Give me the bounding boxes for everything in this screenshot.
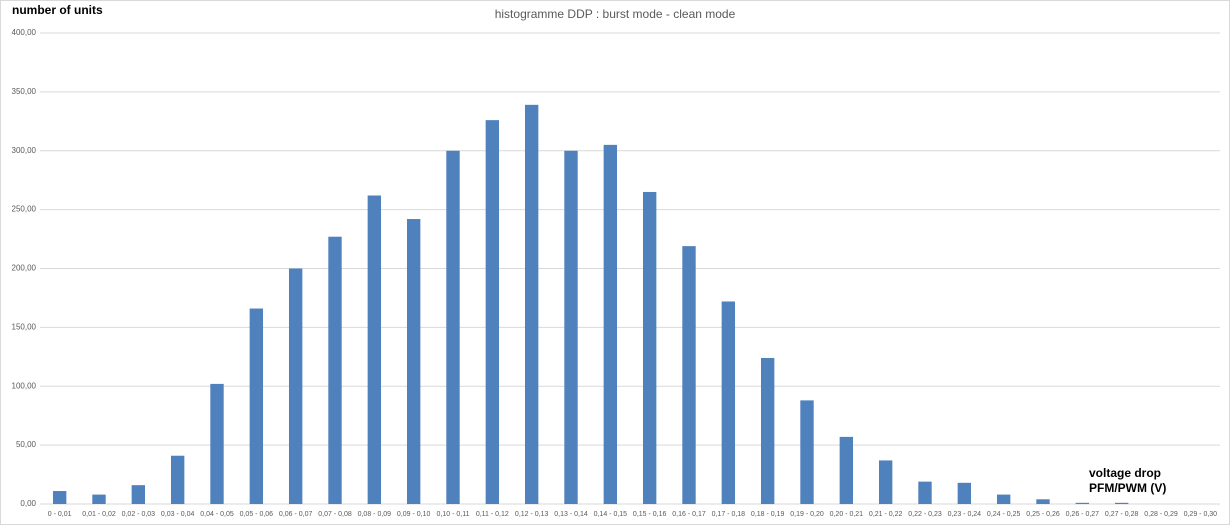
y-tick-label: 200,00	[12, 264, 37, 273]
x-tick-label: 0,03 - 0,04	[161, 511, 195, 518]
bar	[524, 104, 539, 504]
x-tick-label: 0,01 - 0,02	[82, 511, 116, 518]
x-tick-label: 0,20 - 0,21	[830, 511, 864, 518]
x-axis-label: voltage drop PFM/PWM (V)	[1089, 466, 1167, 495]
x-tick-label: 0,24 - 0,25	[987, 511, 1021, 518]
y-tick-label: 150,00	[12, 322, 37, 331]
bar	[839, 436, 854, 504]
x-tick-label: 0,10 - 0,11	[437, 511, 470, 518]
x-tick-label: 0 - 0,01	[48, 511, 72, 518]
x-tick-label: 0,04 - 0,05	[200, 511, 234, 518]
bar	[446, 150, 460, 504]
x-tick-label: 0,25 - 0,26	[1026, 511, 1060, 518]
bar	[170, 455, 185, 504]
x-tick-label: 0,29 - 0,30	[1184, 511, 1218, 518]
x-tick-label: 0,19 - 0,20	[790, 511, 824, 518]
x-tick-label: 0,16 - 0,17	[672, 511, 706, 518]
x-tick-label: 0,09 - 0,10	[397, 511, 431, 518]
y-tick-label: 350,00	[12, 87, 37, 96]
bar	[367, 195, 382, 504]
y-tick-label: 50,00	[16, 440, 37, 449]
y-axis-label: number of units	[12, 3, 103, 17]
bar	[328, 236, 342, 504]
y-tick-label: 100,00	[12, 381, 37, 390]
bar	[288, 268, 303, 504]
chart-title: histogramme DDP : burst mode - clean mod…	[495, 7, 736, 21]
bar	[210, 383, 224, 504]
x-tick-label: 0,13 - 0,14	[554, 511, 588, 518]
bar	[603, 144, 618, 505]
bar	[1114, 502, 1129, 504]
x-tick-label: 0,23 - 0,24	[948, 511, 982, 518]
bar	[957, 482, 972, 504]
y-tick-label: 300,00	[12, 146, 37, 155]
x-tick-label: 0,05 - 0,06	[240, 511, 274, 518]
bar	[682, 246, 696, 504]
bar	[564, 150, 578, 504]
bar	[1075, 502, 1090, 504]
bar	[918, 481, 932, 504]
x-tick-label: 0,07 - 0,08	[318, 511, 352, 518]
bar	[878, 460, 893, 504]
x-tick-label: 0,21 - 0,22	[869, 511, 903, 518]
bar	[131, 485, 146, 504]
bar	[406, 219, 421, 505]
x-tick-label: 0,02 - 0,03	[122, 511, 156, 518]
x-tick-label: 0,06 - 0,07	[279, 511, 313, 518]
x-tick-label: 0,14 - 0,15	[594, 511, 628, 518]
bar	[249, 308, 264, 504]
bar	[1036, 499, 1050, 504]
x-tick-label: 0,28 - 0,29	[1144, 511, 1178, 518]
x-tick-label: 0,22 - 0,23	[908, 511, 942, 518]
x-tick-label: 0,08 - 0,09	[358, 511, 392, 518]
bar	[52, 491, 67, 504]
x-tick-label: 0,17 - 0,18	[712, 511, 746, 518]
x-tick-label: 0,18 - 0,19	[751, 511, 785, 518]
y-tick-label: 400,00	[12, 28, 37, 37]
x-tick-label: 0,12 - 0,13	[515, 511, 549, 518]
bar	[642, 191, 657, 504]
bar	[721, 301, 736, 504]
bar	[485, 120, 500, 504]
x-tick-label: 0,11 - 0,12	[476, 511, 509, 518]
x-tick-label: 0,26 - 0,27	[1066, 511, 1100, 518]
bar	[800, 400, 814, 504]
x-tick-label: 0,27 - 0,28	[1105, 511, 1139, 518]
y-tick-label: 250,00	[12, 205, 37, 214]
x-tick-label: 0,15 - 0,16	[633, 511, 667, 518]
bar	[996, 494, 1011, 504]
bar	[92, 494, 106, 504]
y-tick-label: 0,00	[20, 499, 36, 508]
bar	[760, 357, 775, 504]
